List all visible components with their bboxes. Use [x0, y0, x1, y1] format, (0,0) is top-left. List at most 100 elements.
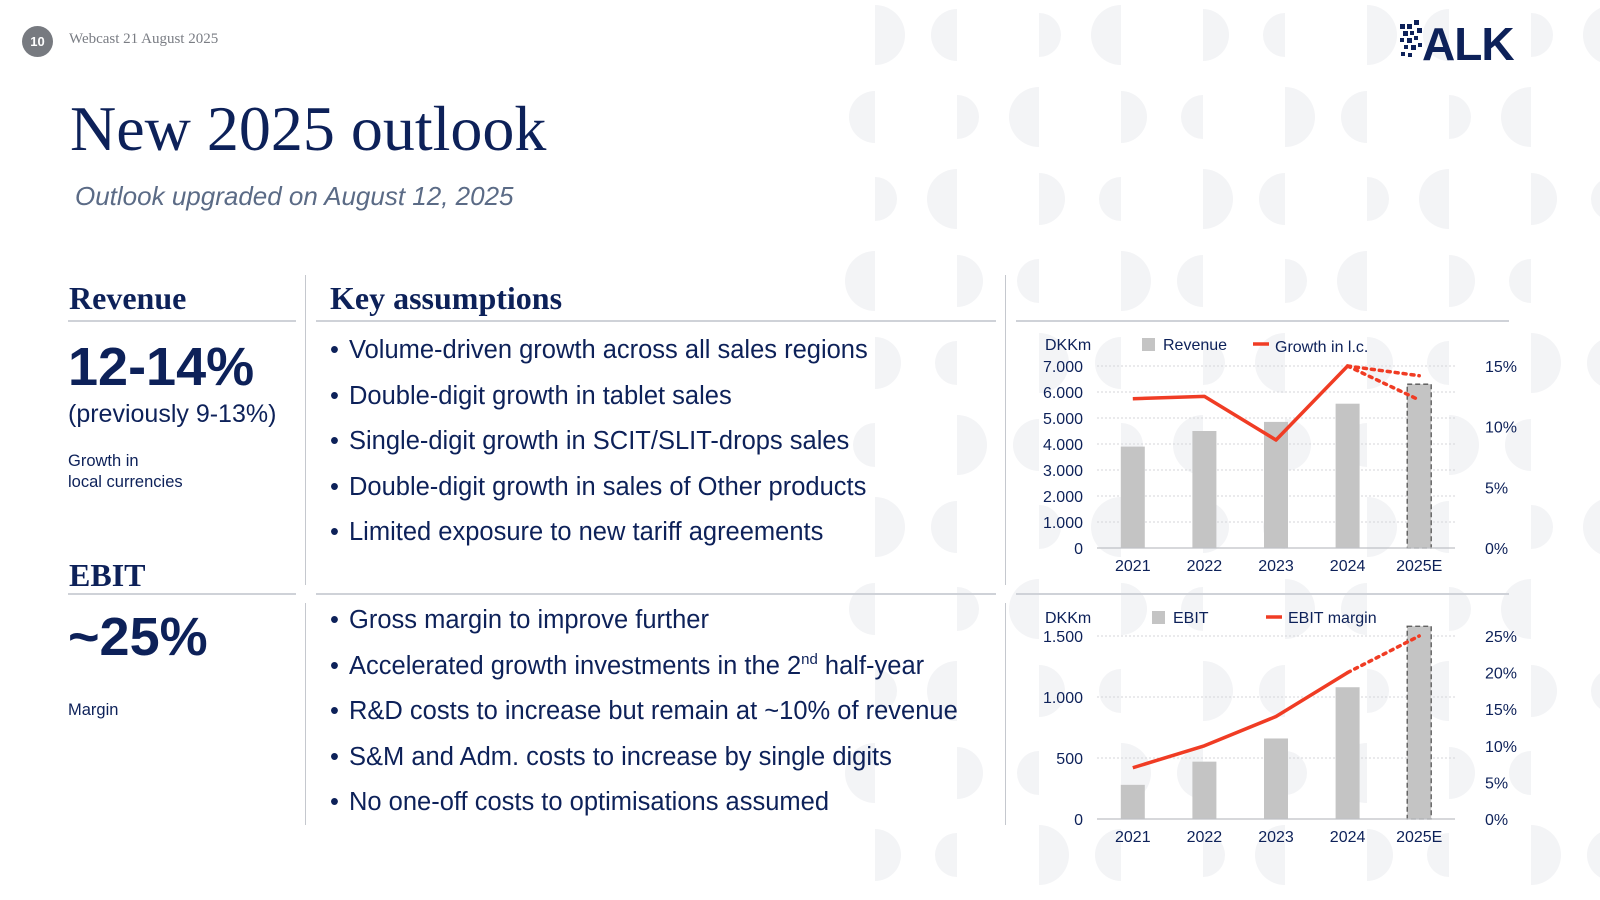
- y-tick-label: 3.000: [1043, 463, 1083, 480]
- background-shape: [1039, 173, 1065, 225]
- y-tick-label: 6.000: [1043, 385, 1083, 402]
- background-shape: [1285, 419, 1311, 471]
- bar: [1335, 403, 1360, 548]
- legend-bar-label: EBIT: [1173, 610, 1209, 627]
- list-item: • R&D costs to increase but remain at ~10…: [330, 697, 958, 743]
- assumption-text: S&M and Adm. costs to increase by single…: [349, 742, 892, 771]
- revenue-heading: Revenue: [69, 280, 187, 316]
- webcast-date: Webcast 21 August 2025: [69, 31, 219, 47]
- ebit-heading: EBIT: [69, 557, 146, 593]
- list-item: • Double-digit growth in sales of Other p…: [330, 473, 868, 519]
- bar-forecast: [1406, 625, 1432, 820]
- background-shape: [957, 587, 979, 631]
- legend-line-label: Growth in l.c.: [1275, 339, 1368, 356]
- bar: [1120, 784, 1145, 819]
- ebit-margin-value: ~25%: [68, 607, 208, 667]
- bullet: •: [330, 427, 339, 455]
- bar-forecast: [1406, 383, 1432, 549]
- legend-bar-label: Revenue: [1163, 337, 1227, 354]
- line-forecast-segment: [1345, 364, 1421, 378]
- background-shape: [1427, 341, 1449, 385]
- line-series: [1132, 364, 1349, 442]
- background-shape: [1587, 832, 1600, 878]
- bar: [1264, 421, 1288, 548]
- background-shape: [1203, 9, 1229, 61]
- y-tick-label: 0: [1074, 541, 1083, 558]
- background-shape: [1039, 333, 1069, 393]
- background-pattern: [845, 5, 1600, 885]
- x-tick-label: 2025E: [1396, 558, 1442, 575]
- background-shape: [957, 747, 983, 799]
- list-item: • Gross margin to improve further: [330, 606, 958, 652]
- background-shape: [849, 583, 875, 635]
- background-shape: [1259, 665, 1285, 717]
- background-shape: [1181, 95, 1203, 139]
- background-shape: [935, 341, 957, 385]
- background-shape: [1341, 91, 1367, 143]
- y2-tick-label: 0%: [1485, 541, 1508, 558]
- list-item: • S&M and Adm. costs to increase by singl…: [330, 743, 958, 789]
- background-shape: [1583, 7, 1600, 63]
- background-shape: [957, 255, 983, 307]
- background-shape: [1337, 251, 1367, 311]
- x-tick-label: 2021: [1115, 829, 1151, 846]
- background-shape: [1255, 333, 1285, 393]
- background-shape: [853, 423, 875, 467]
- y2-tick-label: 5%: [1485, 480, 1508, 497]
- y2-tick-label: 10%: [1485, 739, 1517, 756]
- assumption-text: R&D costs to increase but remain at ~10%…: [349, 697, 958, 725]
- background-shape: [1121, 251, 1151, 311]
- background-shape: [1531, 825, 1561, 885]
- background-shape: [1039, 665, 1065, 717]
- list-item: • Single-digit growth in SCIT/SLIT-drops …: [330, 427, 868, 473]
- bar: [1192, 761, 1217, 819]
- background-shape: [1583, 499, 1600, 555]
- y-tick-label: 1.000: [1043, 515, 1083, 532]
- background-shape: [1013, 419, 1039, 471]
- assumption-text: Double-digit growth in tablet sales: [349, 381, 732, 410]
- x-tick-label: 2023: [1258, 829, 1294, 846]
- background-shape: [1285, 751, 1307, 795]
- assumption-text: Double-digit growth in sales of Other pr…: [349, 472, 867, 501]
- background-shape: [875, 337, 901, 389]
- background-shape: [1203, 833, 1225, 877]
- bar: [1264, 738, 1288, 819]
- ebit-chart: 0 500 1.000 1.500 0% 5% 10% 15% 20% 25% DKKm 2021 20…: [1043, 610, 1517, 846]
- assumption-text: Limited exposure to new tariff agreement…: [349, 518, 824, 546]
- divider-revenue: [68, 320, 296, 322]
- background-shape: [845, 251, 875, 311]
- background-shape: [1203, 661, 1233, 721]
- background-shape: [1341, 583, 1367, 635]
- x-tick-label: 2024: [1330, 558, 1366, 575]
- page-title: New 2025 outlook: [70, 93, 547, 164]
- background-shape: [931, 501, 957, 553]
- background-shape: [927, 169, 957, 229]
- bullet: •: [330, 788, 339, 816]
- background-shape: [1531, 505, 1553, 549]
- background-shape: [1017, 751, 1039, 795]
- background-shape: [1039, 13, 1061, 57]
- y2-tick-label: 20%: [1485, 666, 1517, 683]
- line-series: [1132, 671, 1349, 770]
- key-assumptions-heading: Key assumptions: [330, 280, 563, 316]
- legend-bar-swatch: [1142, 338, 1155, 351]
- background-shape: [1509, 259, 1531, 303]
- background-shape: [1531, 173, 1557, 225]
- revenue-note: Growth in local currencies: [68, 451, 183, 493]
- assumption-text-tail: half-year: [817, 651, 925, 680]
- background-shape: [875, 497, 905, 557]
- revenue-note-line2: local currencies: [68, 473, 183, 491]
- background-shape: [1505, 419, 1531, 471]
- y2-tick-label: 15%: [1485, 702, 1517, 719]
- list-item: • Volume-driven growth across all sales r…: [330, 336, 868, 382]
- assumption-text: Gross margin to improve further: [349, 606, 709, 634]
- y-tick-label: 1.000: [1043, 690, 1083, 707]
- background-shape: [1449, 95, 1471, 139]
- background-shape: [1177, 255, 1203, 307]
- ebit-note: Margin: [68, 701, 119, 719]
- column-separator-3: [1005, 275, 1006, 585]
- revenue-assumptions-list: • Volume-driven growth across all sales r…: [330, 336, 868, 564]
- alk-logo: ALK: [1400, 18, 1515, 64]
- revenue-growth-value: 12-14%: [68, 337, 255, 397]
- divider-ebit-assumptions: [316, 593, 996, 595]
